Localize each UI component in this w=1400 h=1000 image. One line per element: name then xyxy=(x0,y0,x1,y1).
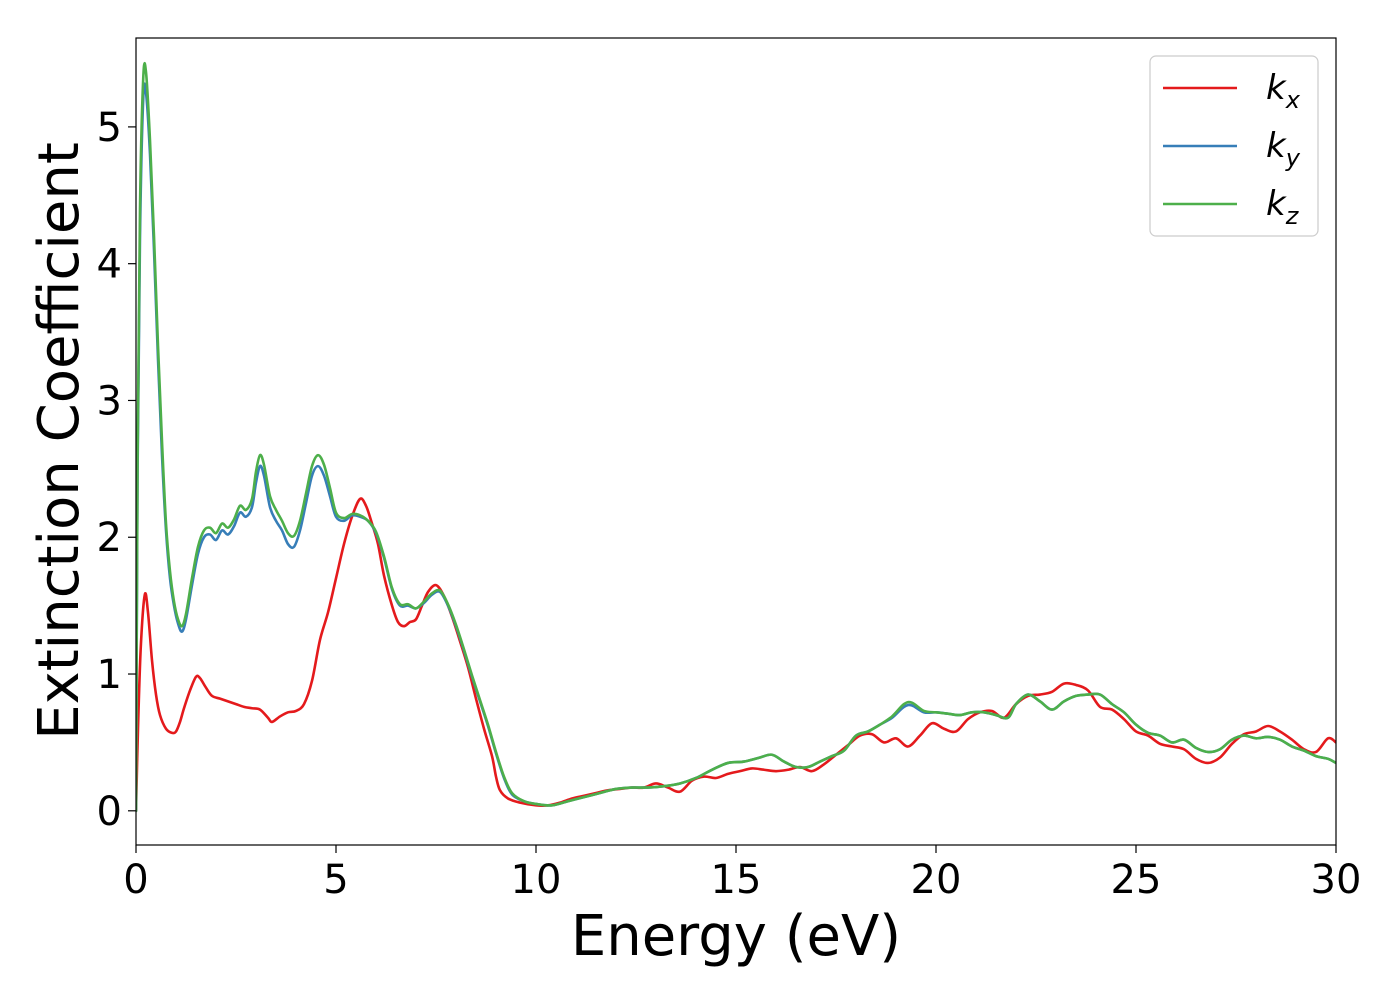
y-tick-label: 3 xyxy=(97,378,122,424)
x-tick-label: 10 xyxy=(511,857,562,903)
y-tick-label: 4 xyxy=(97,242,122,288)
x-axis-label: Energy (eV) xyxy=(571,904,901,969)
y-tick-label: 1 xyxy=(97,652,122,698)
x-tick-label: 5 xyxy=(323,857,348,903)
x-axis-ticks: 0 5 10 15 20 25 30 xyxy=(123,845,1361,903)
x-tick-label: 15 xyxy=(711,857,762,903)
y-tick-label: 5 xyxy=(97,105,122,151)
series-line-kz xyxy=(136,61,1336,813)
x-tick-label: 20 xyxy=(911,857,962,903)
y-axis-label: Extinction Coefficient xyxy=(27,142,92,740)
plot-series xyxy=(136,61,1336,813)
series-line-kx xyxy=(136,497,1336,813)
x-tick-label: 25 xyxy=(1111,857,1162,903)
y-axis-ticks: 0 1 2 3 4 5 xyxy=(97,105,136,835)
x-tick-label: 30 xyxy=(1311,857,1362,903)
y-tick-label: 2 xyxy=(97,515,122,561)
y-tick-label: 0 xyxy=(97,789,122,835)
x-tick-label: 0 xyxy=(123,857,148,903)
